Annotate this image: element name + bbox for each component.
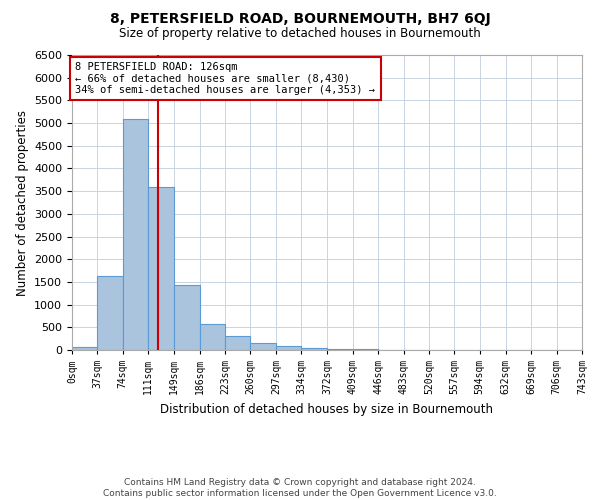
Bar — [72, 348, 97, 350]
Bar — [148, 186, 174, 350]
Bar — [97, 276, 123, 350]
Text: 8, PETERSFIELD ROAD, BOURNEMOUTH, BH7 6QJ: 8, PETERSFIELD ROAD, BOURNEMOUTH, BH7 6Q… — [110, 12, 490, 26]
Bar — [328, 348, 353, 350]
X-axis label: Distribution of detached houses by size in Bournemouth: Distribution of detached houses by size … — [161, 402, 493, 415]
Bar — [225, 336, 250, 350]
Text: 8 PETERSFIELD ROAD: 126sqm
← 66% of detached houses are smaller (8,430)
34% of s: 8 PETERSFIELD ROAD: 126sqm ← 66% of deta… — [76, 62, 376, 95]
Bar — [250, 343, 276, 350]
Bar — [301, 348, 328, 350]
Y-axis label: Number of detached properties: Number of detached properties — [16, 110, 29, 296]
Bar — [200, 324, 225, 350]
Bar — [174, 285, 200, 350]
Text: Contains HM Land Registry data © Crown copyright and database right 2024.
Contai: Contains HM Land Registry data © Crown c… — [103, 478, 497, 498]
Bar — [123, 120, 148, 350]
Bar — [353, 349, 378, 350]
Bar — [276, 346, 301, 350]
Text: Size of property relative to detached houses in Bournemouth: Size of property relative to detached ho… — [119, 28, 481, 40]
